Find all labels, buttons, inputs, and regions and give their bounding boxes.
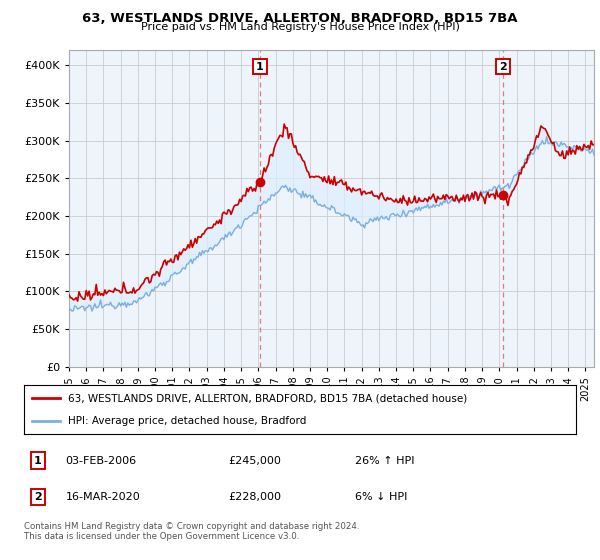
Text: 2: 2: [34, 492, 41, 502]
Text: 1: 1: [34, 455, 41, 465]
Text: £228,000: £228,000: [228, 492, 281, 502]
Text: 6% ↓ HPI: 6% ↓ HPI: [355, 492, 407, 502]
Text: 63, WESTLANDS DRIVE, ALLERTON, BRADFORD, BD15 7BA (detached house): 63, WESTLANDS DRIVE, ALLERTON, BRADFORD,…: [68, 393, 467, 403]
Text: Contains HM Land Registry data © Crown copyright and database right 2024.
This d: Contains HM Land Registry data © Crown c…: [24, 522, 359, 542]
Text: 63, WESTLANDS DRIVE, ALLERTON, BRADFORD, BD15 7BA: 63, WESTLANDS DRIVE, ALLERTON, BRADFORD,…: [82, 12, 518, 25]
Text: 2: 2: [499, 62, 507, 72]
Text: HPI: Average price, detached house, Bradford: HPI: Average price, detached house, Brad…: [68, 416, 307, 426]
Text: 16-MAR-2020: 16-MAR-2020: [65, 492, 140, 502]
Text: 1: 1: [256, 62, 264, 72]
Text: 03-FEB-2006: 03-FEB-2006: [65, 455, 137, 465]
Text: £245,000: £245,000: [228, 455, 281, 465]
Text: Price paid vs. HM Land Registry's House Price Index (HPI): Price paid vs. HM Land Registry's House …: [140, 22, 460, 32]
Text: 26% ↑ HPI: 26% ↑ HPI: [355, 455, 415, 465]
